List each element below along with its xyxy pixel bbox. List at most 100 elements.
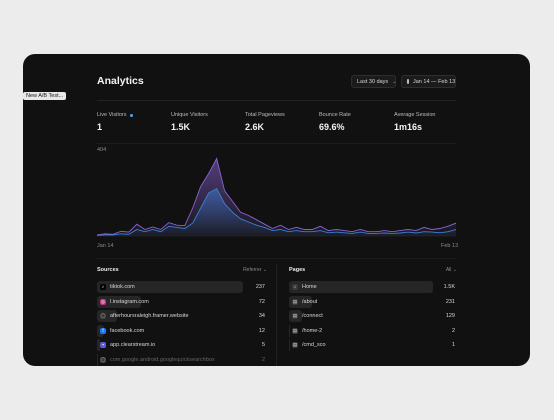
page-row[interactable]: ▤ /about 231: [289, 295, 457, 308]
metric-label: Average Session: [394, 112, 436, 118]
metric-value: 1m16s: [394, 122, 423, 132]
metric-live-visitors[interactable]: Live Visitors 1: [97, 112, 133, 132]
source-row[interactable]: ◯ com.google.android.googlequicksearchbox…: [97, 353, 267, 366]
metric-average-session[interactable]: Average Session 1m16s: [394, 112, 435, 132]
header-divider: [97, 100, 456, 101]
row-value: 129: [445, 313, 455, 319]
source-row[interactable]: ▪ app.clearstream.io 5: [97, 339, 267, 351]
visitors-chart[interactable]: [97, 146, 456, 248]
file-icon: ▤: [292, 298, 298, 305]
row-value: 1.5K: [443, 284, 455, 290]
metric-value: 1: [97, 122, 103, 132]
metric-value: 2.6K: [245, 122, 265, 132]
row-value: 237: [255, 284, 265, 290]
calendar-icon: [407, 79, 409, 84]
metrics-divider: [97, 143, 456, 144]
metric-unique-visitors[interactable]: Unique Visitors 1.5K: [171, 112, 208, 132]
row-value: 72: [258, 298, 265, 305]
metric-value: 1.5K: [171, 122, 191, 132]
row-value: 5: [261, 342, 265, 348]
row-name: afterhoursraleigh.framer.website: [110, 313, 189, 319]
series-line-0: [97, 157, 456, 236]
row-value: 231: [445, 298, 455, 305]
chart-divider: [97, 258, 456, 259]
row-value: 2: [451, 327, 455, 334]
clearstream-icon: ▪: [100, 342, 106, 348]
globe-icon: ◯: [100, 356, 106, 363]
facebook-icon: f: [100, 327, 106, 334]
row-share-bar: [289, 324, 291, 337]
referrer-dropdown[interactable]: Referrer ⌄: [243, 267, 267, 273]
file-icon: ▤: [292, 313, 298, 319]
metric-value: 69.6%: [319, 122, 345, 132]
chart-x-start-label: Jan 14: [97, 243, 114, 249]
metric-label: Unique Visitors: [171, 112, 208, 118]
pages-title: Pages: [289, 267, 306, 273]
page-title: Analytics: [97, 75, 144, 87]
row-value: 12: [258, 327, 265, 334]
page-row[interactable]: ▤ /cmd_sco 1: [289, 339, 457, 351]
row-name: Home: [302, 284, 317, 290]
page-row[interactable]: ⌂ Home 1.5K: [289, 281, 457, 293]
chevron-down-icon: ⌄: [452, 267, 457, 273]
series-line-1: [97, 187, 456, 236]
file-icon: ▤: [292, 327, 298, 334]
analytics-window: New A/B Test... Analytics Last 30 days ⌄…: [23, 54, 530, 366]
source-row[interactable]: f facebook.com 12: [97, 324, 267, 337]
row-share-bar: [289, 339, 291, 351]
panels-divider: [276, 264, 277, 366]
row-share-bar: [289, 281, 434, 293]
date-picker-label: Jan 14 — Feb 13: [413, 78, 456, 85]
source-row[interactable]: ◯ afterhoursraleigh.framer.website 34: [97, 310, 267, 322]
instagram-icon: ◎: [100, 298, 106, 305]
metric-bounce-rate[interactable]: Bounce Rate 69.6%: [319, 112, 351, 132]
row-name: /about: [302, 298, 318, 305]
tiktok-icon: ♪: [100, 284, 106, 290]
chart-x-end-label: Feb 13: [441, 243, 459, 249]
chevron-down-icon: ⌄: [262, 267, 267, 273]
file-icon: ▤: [292, 342, 298, 348]
page-row[interactable]: ▤ /connect 129: [289, 310, 457, 322]
sources-list: ♪ tiktok.com 237 ◎ l.instagram.com 72 ◯ afterho…: [97, 281, 265, 366]
row-value: 1: [451, 342, 455, 348]
metric-label: Live Visitors: [97, 112, 127, 118]
ab-test-tooltip: New A/B Test...: [23, 92, 67, 100]
row-share-bar: [97, 339, 100, 351]
source-row[interactable]: ◎ l.instagram.com 72: [97, 295, 267, 308]
row-value: 34: [258, 313, 265, 319]
chart-ymax-label: 404: [97, 147, 107, 153]
chevron-down-icon: ⌄: [392, 78, 397, 85]
sources-panel: Sources Referrer ⌄ ♪ tiktok.com 237 ◎ l.inst…: [97, 265, 267, 366]
visitors-chart-svg: [97, 148, 456, 237]
pages-filter-label: All: [445, 267, 452, 273]
row-name: /connect: [302, 313, 323, 319]
date-range-dropdown[interactable]: Last 30 days ⌄: [351, 75, 396, 88]
date-picker-button[interactable]: Jan 14 — Feb 13: [401, 75, 456, 88]
globe-icon: ◯: [100, 313, 106, 319]
row-name: tiktok.com: [110, 284, 135, 290]
row-name: app.clearstream.io: [110, 342, 156, 348]
row-share-bar: [97, 281, 244, 293]
row-share-bar: [97, 295, 141, 308]
metric-total-pageviews[interactable]: Total Pageviews 2.6K: [245, 112, 285, 132]
pages-filter-dropdown[interactable]: All ⌄: [446, 267, 457, 273]
referrer-label: Referrer: [243, 267, 262, 273]
pages-panel: Pages All ⌄ ⌂ Home 1.5K ▤ /about 231 ▤ /connect…: [289, 265, 457, 354]
metric-label: Total Pageviews: [245, 112, 285, 118]
live-dot-icon: [129, 113, 133, 117]
row-value: 2: [261, 356, 265, 363]
row-share-bar: [97, 353, 99, 366]
date-range-label: Last 30 days: [357, 78, 389, 85]
metric-label: Bounce Rate: [319, 112, 351, 118]
row-name: com.google.android.googlequicksearchbox: [110, 356, 215, 363]
row-name: l.instagram.com: [110, 298, 149, 305]
home-icon: ⌂: [292, 284, 298, 290]
row-name: /home-2: [302, 327, 323, 334]
series-area-0: [97, 158, 456, 236]
row-name: facebook.com: [110, 327, 145, 334]
page-row[interactable]: ▤ /home-2 2: [289, 324, 457, 337]
pages-list: ⌂ Home 1.5K ▤ /about 231 ▤ /connect 129 ▤ /home-2 2…: [289, 281, 457, 351]
sources-title: Sources: [97, 267, 119, 273]
source-row[interactable]: ♪ tiktok.com 237: [97, 281, 267, 293]
row-name: /cmd_sco: [302, 342, 326, 348]
